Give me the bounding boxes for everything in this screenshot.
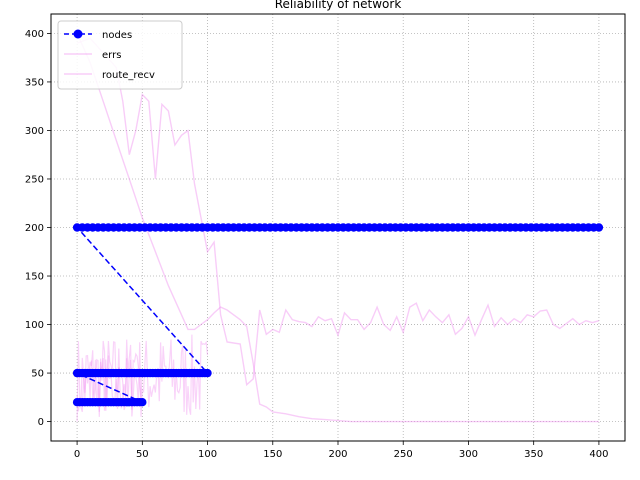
x-tick-label: 350 [524,449,543,460]
y-tick-label: 400 [25,29,44,40]
x-tick-label: 400 [589,449,608,460]
chart-title: Reliability of network [275,0,402,11]
x-tick-label: 0 [74,449,80,460]
legend-box [57,20,183,90]
y-tick-label: 150 [25,272,44,283]
x-tick-label: 300 [459,449,478,460]
plot-area [72,33,604,423]
legend-label-nodes: nodes [102,30,132,41]
y-tick-label: 300 [25,126,44,137]
nodes-point [138,398,147,407]
plot-content [72,33,604,423]
y-tick-label: 100 [25,320,44,331]
y-tick-label: 0 [38,417,44,428]
legend-label-errs: errs [102,50,121,61]
x-tick-label: 50 [136,449,149,460]
legend: nodes errs route_recv [57,20,183,90]
y-tick-label: 200 [25,223,44,234]
x-tick-label: 250 [394,449,413,460]
y-tick-label: 250 [25,174,44,185]
nodes-point [594,223,604,232]
nodes-point [203,368,212,378]
y-tick-label: 350 [25,77,44,88]
x-tick-label: 200 [328,449,347,460]
x-tick-label: 100 [198,449,217,460]
x-tick-label: 150 [263,449,282,460]
legend-label-route-recv: route_recv [102,70,155,81]
series-line-errs [76,37,600,387]
noise-line-1 [76,352,143,412]
legend-marker-nodes [73,29,83,39]
y-tick-label: 50 [31,369,44,380]
axis-ticks: 0 50 100 150 200 250 300 350 400 0 50 100 150 200 250 3… [25,29,609,460]
